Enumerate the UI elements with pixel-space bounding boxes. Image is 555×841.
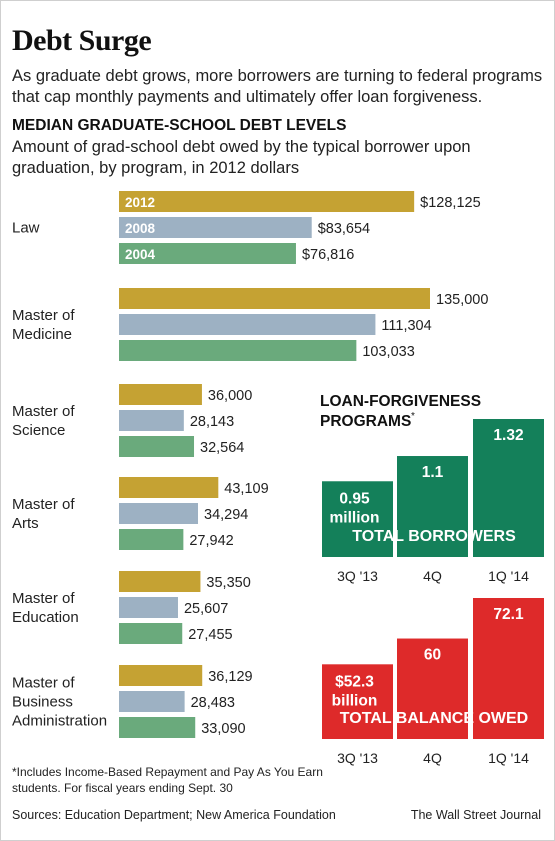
bar-3-2008 <box>119 503 199 524</box>
panel2-axis-label-1: 4Q <box>423 750 442 766</box>
forgiveness-title-line1: LOAN-FORGIVENESS <box>320 393 481 410</box>
panel2-value-0: $52.3 <box>335 673 374 690</box>
bar-value-label-0-2: $76,816 <box>302 247 354 263</box>
category-label-1-1: Medicine <box>12 326 72 343</box>
bar-0-2012 <box>119 191 415 212</box>
bar-2-2012 <box>119 384 202 405</box>
credit-line: The Wall Street Journal <box>410 808 541 822</box>
panel1-axis-label-0: 3Q '13 <box>337 568 378 584</box>
category-label-4-1: Education <box>12 609 79 626</box>
panel2-bar-0 <box>322 664 393 739</box>
category-label-4-0: Master of <box>12 590 75 607</box>
series-label-2004: 2004 <box>125 247 156 262</box>
bar-value-label-0-1: $83,654 <box>318 221 370 237</box>
panel2-axis-label-0: 3Q '13 <box>337 750 378 766</box>
panel1-unit: million <box>330 509 380 526</box>
forgiveness-title-asterisk: * <box>411 411 415 422</box>
panel1-bar-1 <box>397 456 468 557</box>
category-label-2-0: Master of <box>12 403 75 420</box>
bar-2-2008 <box>119 410 184 431</box>
deck-text: As graduate debt grows, more borrowers a… <box>12 67 543 106</box>
forgiveness-title-line2: PROGRAMS <box>320 413 411 430</box>
category-label-3-0: Master of <box>12 496 75 513</box>
series-label-2012: 2012 <box>125 195 155 210</box>
panel1-bar-0 <box>322 481 393 557</box>
panel1-axis-label-2: 1Q '14 <box>488 568 529 584</box>
source-line: Sources: Education Department; New Ameri… <box>12 808 336 822</box>
bar-1-2004 <box>119 340 357 361</box>
bar-0-2008 <box>119 217 312 238</box>
panel1-value-2: 1.32 <box>493 427 523 444</box>
panel2-inner-label: TOTAL BALANCE OWED <box>340 710 528 727</box>
bar-4-2008 <box>119 597 178 618</box>
bar-value-label-2-0: 36,000 <box>208 388 252 404</box>
panel2-bar-1 <box>397 638 468 739</box>
panel2-value-1: 60 <box>424 647 441 664</box>
bar-value-label-1-2: 103,033 <box>362 344 414 360</box>
bar-value-label-5-1: 28,483 <box>191 695 235 711</box>
category-label-1-0: Master of <box>12 307 75 324</box>
bar-value-label-2-1: 28,143 <box>190 414 234 430</box>
bar-2-2004 <box>119 436 195 457</box>
debt-chart-title: MEDIAN GRADUATE-SCHOOL DEBT LEVELS <box>12 117 347 134</box>
category-label-5-2: Administration <box>12 713 107 730</box>
bar-value-label-5-0: 36,129 <box>208 669 252 685</box>
bar-0-2004 <box>119 243 296 264</box>
category-label-5-0: Master of <box>12 675 75 692</box>
bar-value-label-3-2: 27,942 <box>189 533 233 549</box>
category-label-5-1: Business <box>12 694 73 711</box>
bar-value-label-0-0: $128,125 <box>420 195 480 211</box>
panel1-inner-label: TOTAL BORROWERS <box>352 528 516 545</box>
debt-chart-subtitle: Amount of grad-school debt owed by the t… <box>12 138 471 177</box>
bar-value-label-4-2: 27,455 <box>188 627 232 643</box>
bar-5-2012 <box>119 665 203 686</box>
bar-3-2012 <box>119 477 219 498</box>
panel2-axis-label-2: 1Q '14 <box>488 750 529 766</box>
panel1-bar-2 <box>473 419 544 557</box>
bar-value-label-1-0: 135,000 <box>436 292 488 308</box>
bar-value-label-3-0: 43,109 <box>224 481 268 497</box>
category-label-0-0: Law <box>12 220 40 237</box>
panel1-value-0: 0.95 <box>339 490 370 507</box>
bar-value-label-1-1: 111,304 <box>381 318 431 334</box>
bar-5-2004 <box>119 717 196 738</box>
bar-value-label-4-1: 25,607 <box>184 601 228 617</box>
panel1-value-1: 1.1 <box>422 464 444 481</box>
bar-value-label-5-2: 33,090 <box>201 721 245 737</box>
panel2-bar-2 <box>473 598 544 739</box>
page-title: Debt Surge <box>12 24 152 57</box>
bar-value-label-2-2: 32,564 <box>200 440 244 456</box>
bar-value-label-3-1: 34,294 <box>204 507 248 523</box>
bar-4-2004 <box>119 623 183 644</box>
series-label-2008: 2008 <box>125 221 156 236</box>
category-label-3-1: Arts <box>12 515 39 532</box>
bar-1-2012 <box>119 288 430 309</box>
panel1-axis-label-1: 4Q <box>423 568 442 584</box>
panel2-value-2: 72.1 <box>493 606 524 623</box>
bar-1-2008 <box>119 314 376 335</box>
category-label-2-1: Science <box>12 422 65 439</box>
bar-5-2008 <box>119 691 185 712</box>
bar-3-2004 <box>119 529 184 550</box>
bar-value-label-4-0: 35,350 <box>206 575 250 591</box>
panel2-unit: billion <box>332 692 378 709</box>
footnote: *Includes Income-Based Repayment and Pay… <box>12 765 323 795</box>
bar-4-2012 <box>119 571 201 592</box>
